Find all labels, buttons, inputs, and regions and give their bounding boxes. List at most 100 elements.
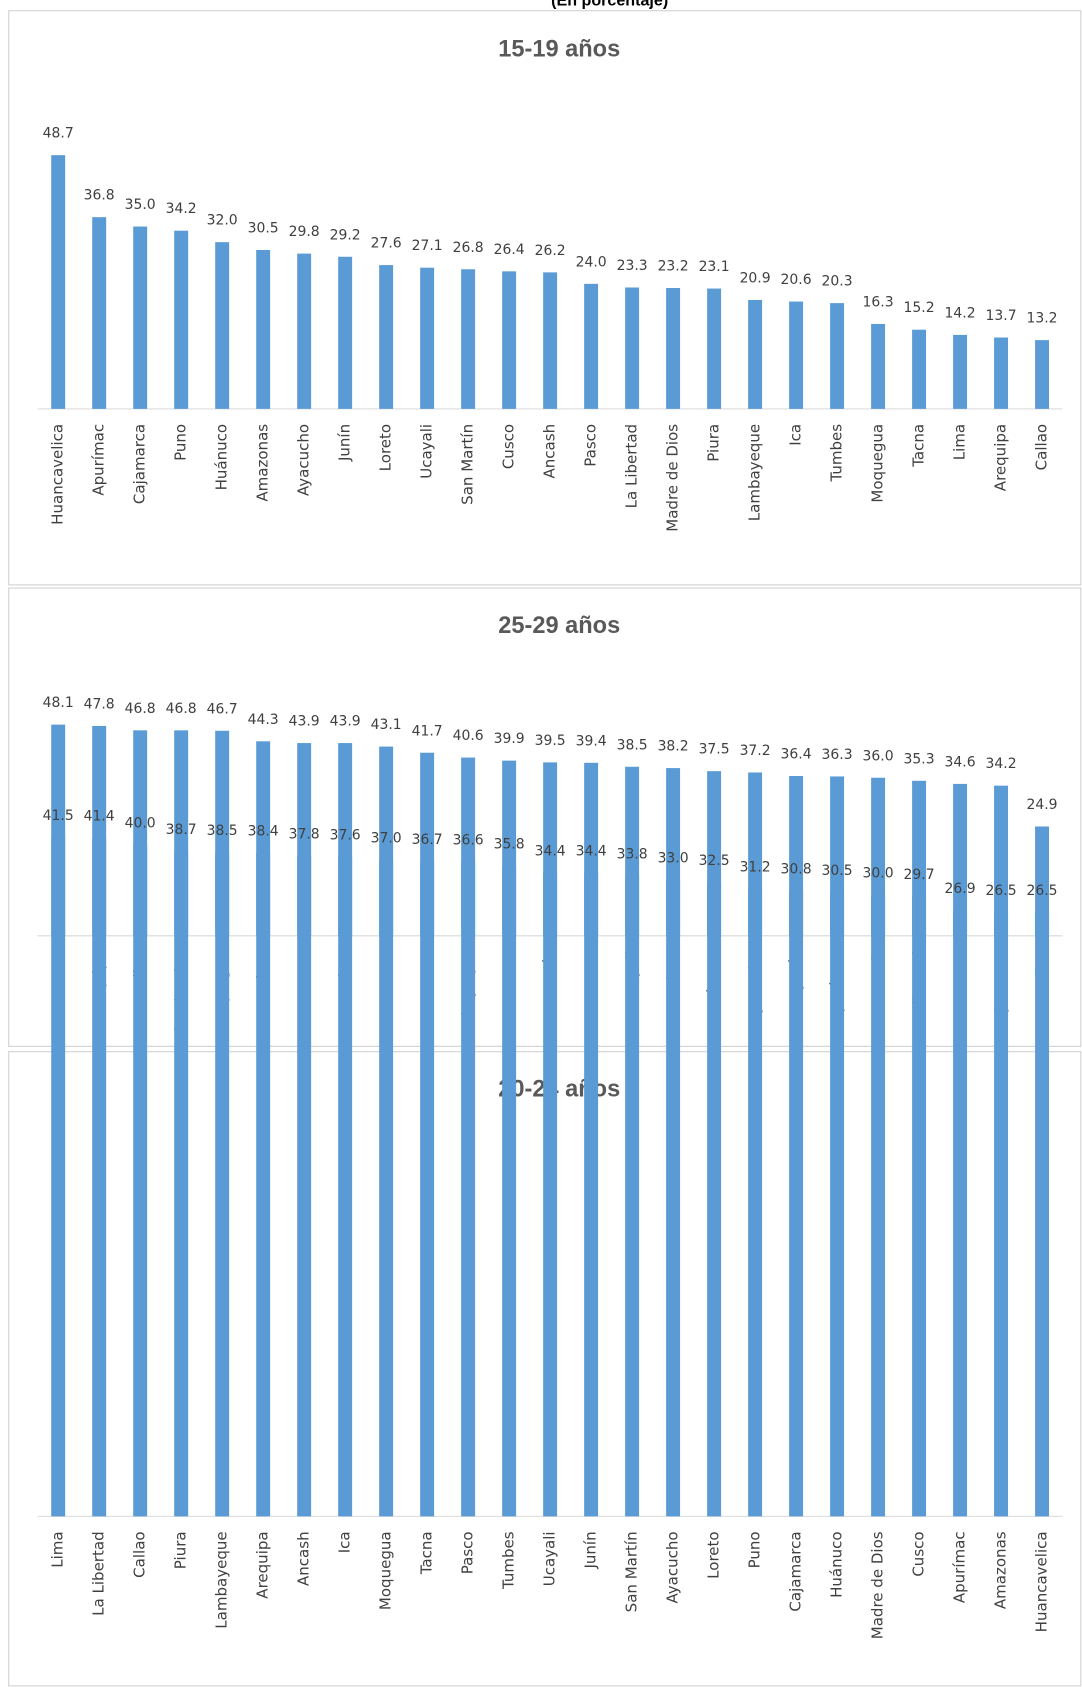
x-tick-label: Arequipa <box>992 424 1010 491</box>
value-label: 33.8 <box>617 847 648 863</box>
x-tick-label: Arequipa <box>254 1531 272 1598</box>
value-label: 46.8 <box>125 701 156 717</box>
bar <box>748 889 763 1517</box>
bar <box>1035 340 1050 409</box>
value-label: 40.6 <box>453 728 484 744</box>
value-label: 15.2 <box>904 300 935 316</box>
header: (En porcentaje) <box>551 0 668 9</box>
bar <box>584 283 599 409</box>
value-label: 36.6 <box>453 833 484 849</box>
x-tick-label: Ica <box>336 1531 354 1553</box>
value-label: 37.6 <box>330 828 361 844</box>
bar <box>912 329 927 409</box>
bar <box>789 301 804 409</box>
bar <box>707 288 722 409</box>
bar <box>338 856 353 1517</box>
x-tick-label: Huánuco <box>213 424 231 491</box>
x-tick-label: Piura <box>705 424 723 462</box>
x-tick-label: Amazonas <box>254 424 272 502</box>
bar <box>215 242 230 409</box>
x-tick-label: Ancash <box>541 424 559 479</box>
x-tick-label: Tacna <box>910 424 928 468</box>
x-tick-label: Callao <box>131 1531 149 1577</box>
bar <box>748 299 763 409</box>
bar <box>1035 826 1050 936</box>
bar <box>256 852 271 1517</box>
value-label: 23.2 <box>658 259 689 275</box>
x-tick-label: Huancavelica <box>49 424 67 525</box>
x-tick-label: Apurímac <box>90 424 108 496</box>
x-tick-label: Amazonas <box>992 1531 1010 1609</box>
bar <box>707 882 722 1517</box>
value-label: 39.5 <box>535 733 566 749</box>
x-tick-label: Lima <box>49 1531 67 1567</box>
bar <box>379 265 394 409</box>
value-label: 38.7 <box>166 822 197 838</box>
value-label: 39.9 <box>494 731 525 747</box>
x-tick-label: Ayacucho <box>295 424 313 496</box>
bar <box>625 876 640 1517</box>
value-label: 48.1 <box>43 695 74 711</box>
value-label: 34.6 <box>945 754 976 770</box>
x-tick-label: Tumbes <box>828 424 846 483</box>
value-label: 26.8 <box>453 240 484 256</box>
value-label: 34.2 <box>166 201 197 217</box>
value-label: 46.7 <box>207 701 238 717</box>
x-tick-label: Loreto <box>705 1531 723 1578</box>
bar <box>584 873 599 1517</box>
x-tick-label: La Libertad <box>623 424 641 508</box>
bar <box>51 155 66 409</box>
bar <box>92 837 107 1517</box>
value-label: 44.3 <box>248 712 279 728</box>
bar <box>379 859 394 1517</box>
bar <box>502 865 517 1517</box>
bar <box>215 852 230 1517</box>
x-tick-label: Puno <box>172 424 190 461</box>
value-label: 41.5 <box>43 808 74 824</box>
value-label: 32.0 <box>207 213 238 229</box>
value-label: 14.2 <box>945 305 976 321</box>
value-label: 16.3 <box>863 294 894 310</box>
value-label: 30.8 <box>781 862 812 878</box>
value-label: 32.5 <box>699 853 730 869</box>
value-label: 46.8 <box>166 701 197 717</box>
chart-title: 25-29 años <box>498 613 620 639</box>
panel <box>8 10 1082 586</box>
value-label: 23.1 <box>699 259 730 275</box>
value-label: 36.7 <box>412 832 443 848</box>
x-tick-label: Ica <box>787 424 805 446</box>
x-tick-label: Moquegua <box>377 1531 395 1610</box>
value-label: 27.6 <box>371 236 402 252</box>
value-label: 35.0 <box>125 197 156 213</box>
value-label: 30.5 <box>822 863 853 879</box>
bar <box>51 837 66 1517</box>
x-tick-label: Ucayali <box>418 424 436 479</box>
x-tick-label: Puno <box>746 1531 764 1568</box>
x-tick-label: Cusco <box>500 424 518 469</box>
bar <box>461 269 476 409</box>
x-tick-label: Ucayali <box>541 1531 559 1586</box>
value-label: 27.1 <box>412 238 443 254</box>
x-tick-label: Callao <box>1033 424 1051 470</box>
x-tick-label: Huánuco <box>828 1531 846 1598</box>
bar <box>174 230 189 409</box>
value-label: 38.5 <box>617 737 648 753</box>
bar <box>666 288 681 409</box>
value-label: 38.2 <box>658 739 689 755</box>
value-label: 35.8 <box>494 837 525 853</box>
value-label: 29.7 <box>904 867 935 883</box>
x-tick-label: Loreto <box>377 424 395 471</box>
value-label: 13.2 <box>1027 311 1058 327</box>
value-label: 13.7 <box>986 308 1017 324</box>
x-tick-label: Pasco <box>582 424 600 467</box>
value-label: 38.5 <box>207 823 238 839</box>
value-label: 26.5 <box>986 883 1017 899</box>
bar <box>297 253 312 409</box>
x-tick-label: Tumbes <box>500 1531 518 1590</box>
value-label: 37.0 <box>371 831 402 847</box>
value-label: 20.9 <box>740 271 771 287</box>
bar <box>830 303 845 409</box>
bar <box>625 287 640 409</box>
x-tick-label: San Martín <box>459 424 477 505</box>
